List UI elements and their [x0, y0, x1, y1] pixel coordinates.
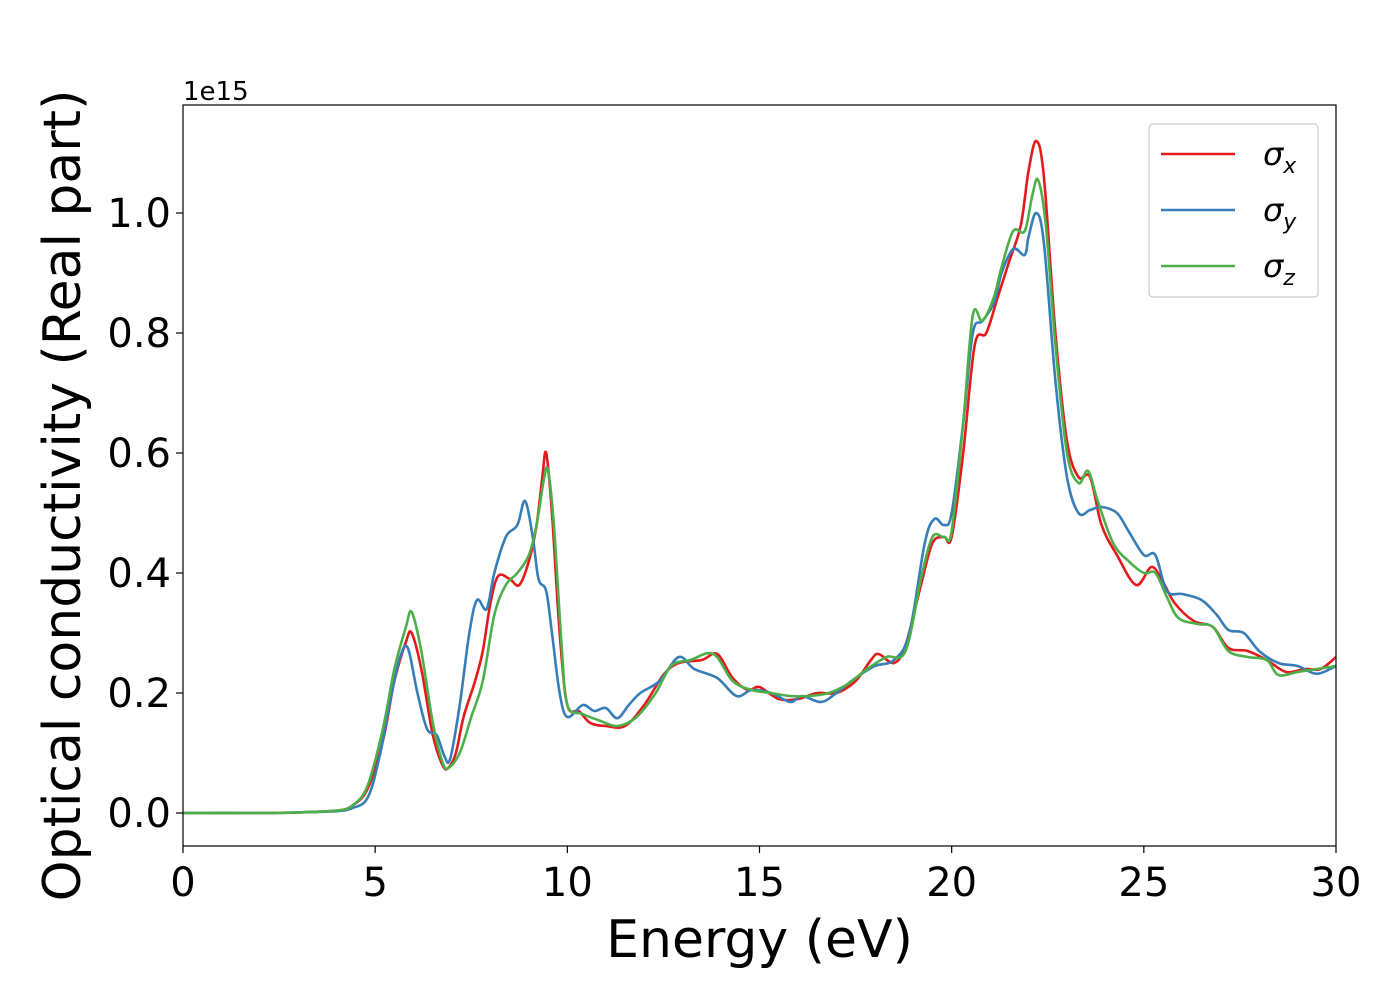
y-tick-label: 0.8 — [107, 311, 171, 357]
x-tick-label: 20 — [926, 860, 977, 906]
legend-symbol: σ — [1263, 247, 1285, 285]
x-tick-label: 15 — [734, 860, 785, 906]
series-line-x — [183, 139, 1336, 815]
legend-symbol: σ — [1263, 191, 1285, 229]
x-axis-ticks: 0 5 10 15 20 25 30 — [170, 846, 1361, 906]
legend-label-x: σx — [1263, 135, 1297, 179]
x-tick-label: 30 — [1311, 860, 1362, 906]
series-lines — [183, 139, 1336, 815]
x-tick-label: 25 — [1118, 860, 1169, 906]
x-tick-label: 5 — [362, 860, 387, 906]
y-axis-title: Optical conductivity (Real part) — [33, 90, 93, 902]
legend-label-y: σy — [1263, 191, 1297, 235]
y-axis-ticks: 0.0 0.2 0.4 0.6 0.8 1.0 — [107, 191, 183, 837]
y-tick-label: 0.2 — [107, 671, 171, 717]
y-tick-label: 0.0 — [107, 791, 171, 837]
x-tick-label: 0 — [170, 860, 195, 906]
x-axis-title: Energy (eV) — [606, 910, 913, 970]
legend-label-z: σz — [1263, 247, 1295, 291]
legend-subscript: z — [1282, 266, 1295, 291]
y-axis-offset-label: 1e15 — [183, 77, 249, 107]
legend-symbol: σ — [1263, 135, 1285, 173]
legend-subscript: x — [1282, 154, 1297, 179]
y-tick-label: 0.4 — [107, 551, 171, 597]
legend-subscript: y — [1282, 210, 1297, 235]
series-line-y — [183, 211, 1336, 815]
y-tick-label: 1.0 — [107, 191, 171, 237]
series-line-z — [183, 177, 1336, 815]
x-tick-label: 10 — [542, 860, 593, 906]
y-tick-label: 0.6 — [107, 431, 171, 477]
